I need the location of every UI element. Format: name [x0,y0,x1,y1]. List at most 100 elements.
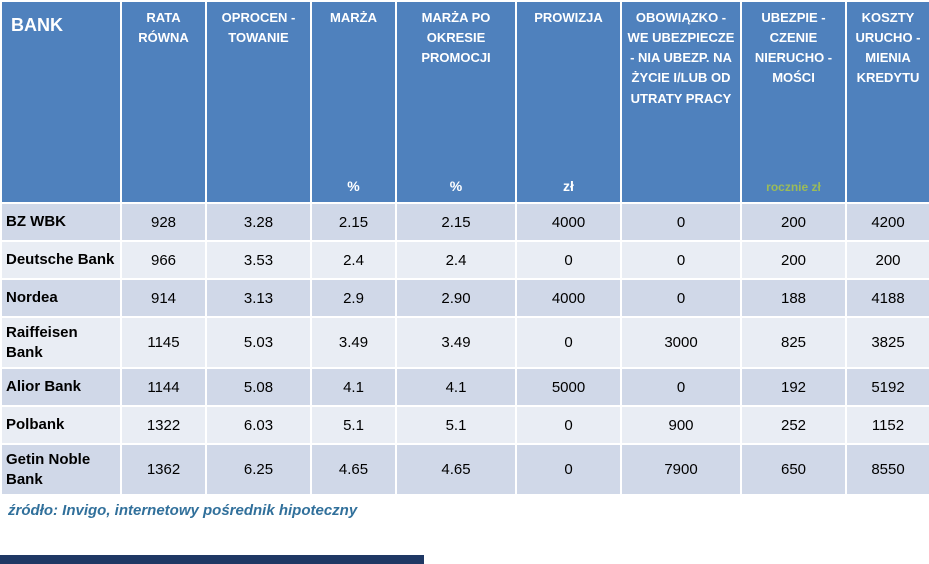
column-title: MARŻA [330,10,377,25]
header-cell-prowizja: PROWIZJA zł [515,0,622,204]
value-cell: 2.90 [395,278,517,318]
column-unit: % [449,178,463,194]
value-cell: 2.9 [310,278,397,318]
value-cell: 8550 [845,443,929,496]
table-row: Polbank 1322 6.03 5.1 5.1 0 900 252 1152 [0,405,929,445]
value-cell: 6.03 [205,405,312,445]
column-title: PROWIZJA [534,10,603,25]
column-title: RATA RÓWNA [138,10,189,46]
value-cell: 4000 [515,278,622,318]
value-cell: 4.1 [310,367,397,407]
column-title: BANK [11,15,63,35]
bank-name: Deutsche Bank [0,240,122,280]
value-cell: 966 [120,240,207,280]
value-cell: 5.08 [205,367,312,407]
table-row: Getin Noble Bank 1362 6.25 4.65 4.65 0 7900 65… [0,443,929,496]
bank-name: Alior Bank [0,367,122,407]
column-unit [625,194,737,196]
value-cell: 0 [515,316,622,369]
value-cell: 4.65 [310,443,397,496]
value-cell: 5.1 [310,405,397,445]
value-cell: 3.28 [205,202,312,242]
column-title: UBEZPIE - CZENIE NIERUCHO - MOŚCI [754,10,833,86]
header-cell-obowiazkowe-ubezpieczenia: OBOWIĄZKO - WE UBEZPIECZE - NIA UBEZP. N… [620,0,742,204]
header-cell-bank: BANK [0,0,122,204]
bank-name: Nordea [0,278,122,318]
value-cell: 3.49 [395,316,517,369]
value-cell: 3000 [620,316,742,369]
value-cell: 0 [620,278,742,318]
header-cell-marza: MARŻA % [310,0,397,204]
value-cell: 4200 [845,202,929,242]
value-cell: 1152 [845,405,929,445]
value-cell: 2.4 [395,240,517,280]
mortgage-comparison-table: BANK RATA RÓWNA OPROCEN - TOWANIE [0,0,929,496]
value-cell: 192 [740,367,847,407]
column-unit: rocznie zł [766,180,821,194]
value-cell: 252 [740,405,847,445]
table-row: Alior Bank 1144 5.08 4.1 4.1 5000 0 192 5192 [0,367,929,407]
column-unit [850,194,926,196]
value-cell: 3.13 [205,278,312,318]
value-cell: 6.25 [205,443,312,496]
value-cell: 7900 [620,443,742,496]
value-cell: 5192 [845,367,929,407]
bottom-accent-bar [0,555,424,564]
value-cell: 650 [740,443,847,496]
value-cell: 0 [620,240,742,280]
value-cell: 4.1 [395,367,517,407]
value-cell: 4188 [845,278,929,318]
value-cell: 5.1 [395,405,517,445]
column-unit [125,194,202,196]
value-cell: 200 [845,240,929,280]
header-cell-rata-rowna: RATA RÓWNA [120,0,207,204]
value-cell: 0 [515,443,622,496]
table-row: Raiffeisen Bank 1145 5.03 3.49 3.49 0 3000 825… [0,316,929,369]
value-cell: 1145 [120,316,207,369]
header-cell-oprocentowanie: OPROCEN - TOWANIE [205,0,312,204]
value-cell: 2.4 [310,240,397,280]
table-header: BANK RATA RÓWNA OPROCEN - TOWANIE [0,0,929,204]
value-cell: 900 [620,405,742,445]
value-cell: 200 [740,240,847,280]
header-cell-koszty-uruchomienia: KOSZTY URUCHO - MIENIA KREDYTU [845,0,929,204]
value-cell: 3.49 [310,316,397,369]
header-cell-marza-po-promocji: MARŻA PO OKRESIE PROMOCJI % [395,0,517,204]
value-cell: 3825 [845,316,929,369]
value-cell: 825 [740,316,847,369]
value-cell: 200 [740,202,847,242]
column-title: KOSZTY URUCHO - MIENIA KREDYTU [855,10,921,86]
table-row: BZ WBK 928 3.28 2.15 2.15 4000 0 200 4200 [0,202,929,242]
column-unit [210,194,307,196]
header-cell-ubezpieczenie-nieruchomosci: UBEZPIE - CZENIE NIERUCHO - MOŚCI roczni… [740,0,847,204]
value-cell: 928 [120,202,207,242]
value-cell: 2.15 [395,202,517,242]
column-unit: % [347,178,360,194]
value-cell: 0 [515,405,622,445]
column-title: OPROCEN - TOWANIE [221,10,296,46]
value-cell: 4.65 [395,443,517,496]
value-cell: 5.03 [205,316,312,369]
value-cell: 1144 [120,367,207,407]
value-cell: 0 [620,202,742,242]
value-cell: 3.53 [205,240,312,280]
bank-name: Raiffeisen Bank [0,316,122,369]
table-body: BZ WBK 928 3.28 2.15 2.15 4000 0 200 4200 Deuts… [0,202,929,496]
value-cell: 188 [740,278,847,318]
table-row: Nordea 914 3.13 2.9 2.90 4000 0 188 4188 [0,278,929,318]
bank-name: Polbank [0,405,122,445]
column-title: MARŻA PO OKRESIE PROMOCJI [421,10,491,66]
column-unit: zł [563,178,574,194]
table-row: Deutsche Bank 966 3.53 2.4 2.4 0 0 200 200 [0,240,929,280]
bank-name: BZ WBK [0,202,122,242]
value-cell: 1322 [120,405,207,445]
value-cell: 0 [620,367,742,407]
value-cell: 2.15 [310,202,397,242]
value-cell: 5000 [515,367,622,407]
column-unit [5,194,117,196]
value-cell: 4000 [515,202,622,242]
value-cell: 1362 [120,443,207,496]
value-cell: 0 [515,240,622,280]
column-title: OBOWIĄZKO - WE UBEZPIECZE - NIA UBEZP. N… [627,10,735,106]
